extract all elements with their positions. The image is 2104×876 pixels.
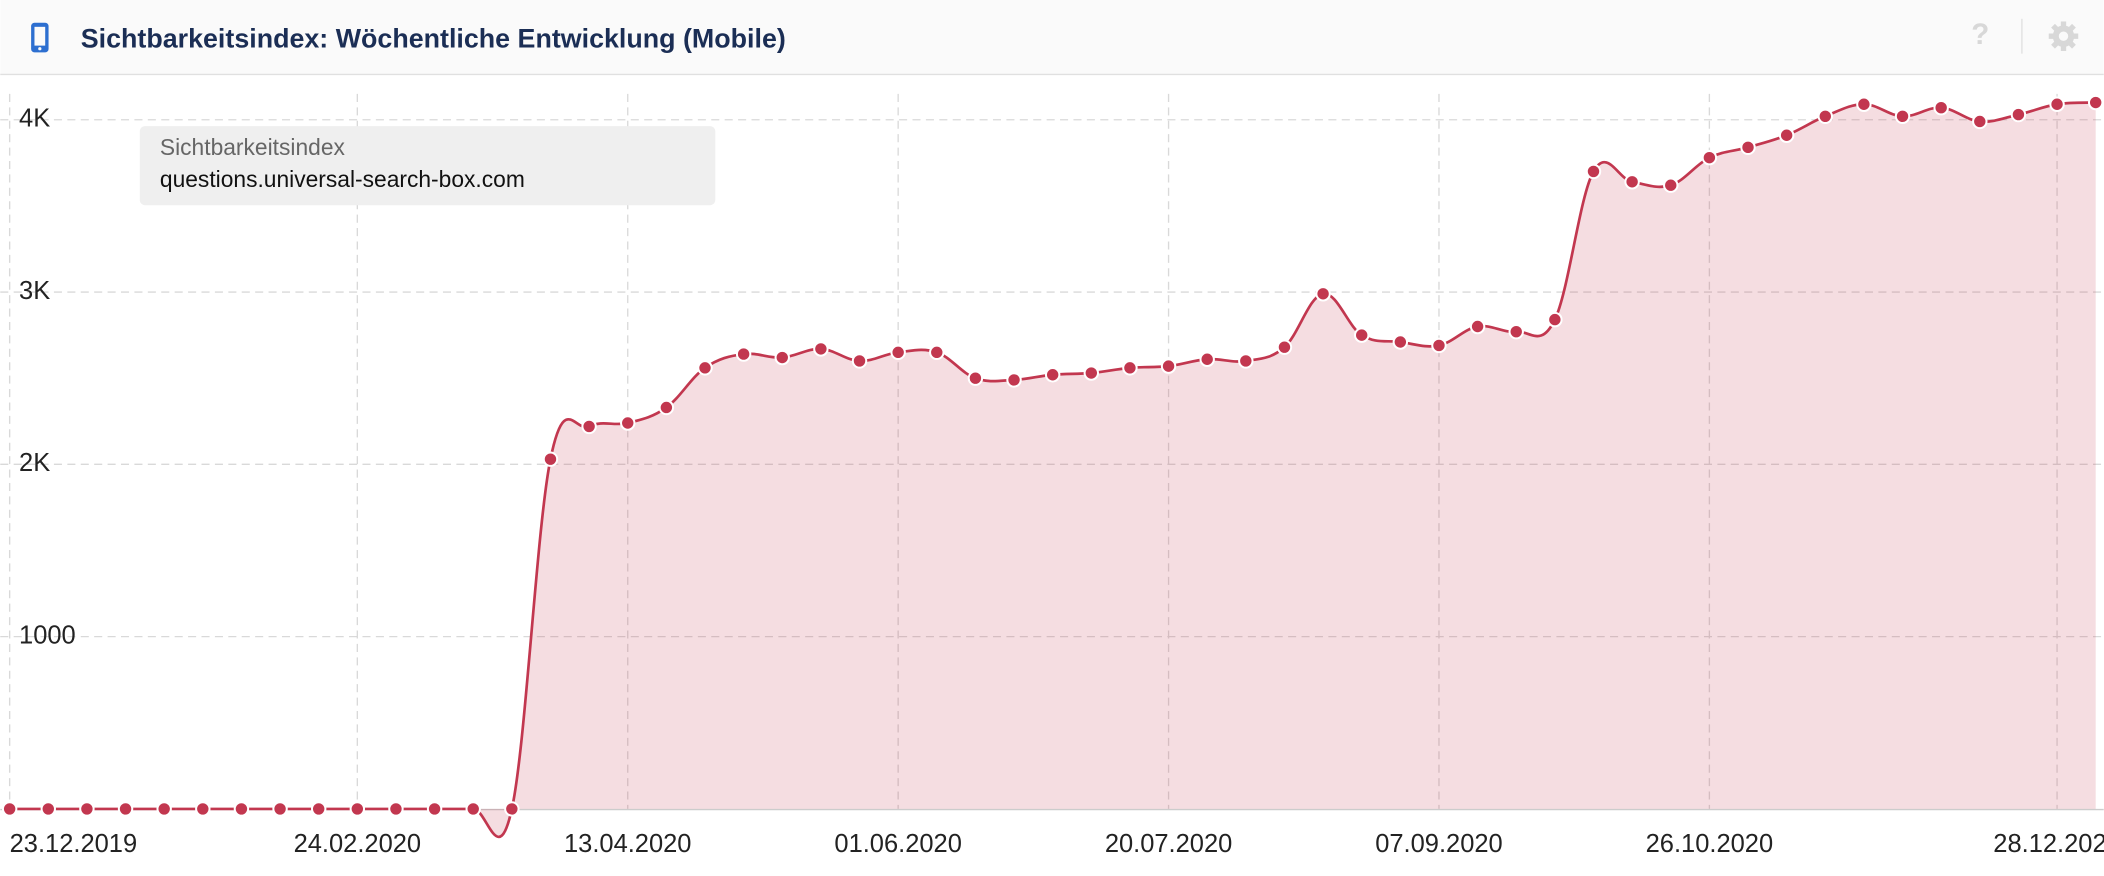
point [1508,323,1524,340]
point [1894,108,1911,125]
x-tick-label: 28.12.2020 [1993,830,2104,858]
point [1122,360,1138,376]
point [195,801,211,817]
help-icon[interactable]: ? [1971,18,1989,51]
point [1238,353,1254,369]
point [1431,337,1447,354]
point [504,801,520,817]
point [388,801,404,817]
point [1547,311,1563,328]
legend-title: Sichtbarkeitsindex [160,134,346,160]
point [890,344,906,361]
point [1740,139,1756,156]
legend-box [139,126,716,206]
point [117,801,134,817]
point [735,346,752,362]
point [1817,108,1833,125]
point [774,349,790,366]
point [1,801,18,817]
y-tick-label: 1000 [19,621,76,649]
point [2087,94,2104,111]
phone-icon [31,22,49,53]
x-tick-label: 07.09.2020 [1375,830,1502,858]
line [9,101,2096,839]
point [349,801,366,817]
point [1972,113,1988,130]
y-tick-label: 2K [19,449,50,477]
point [1778,127,1795,143]
point [813,341,829,357]
legend-entry: questions.universal-search-box.com [160,166,525,192]
point [1160,358,1177,374]
x-tick-label: 01.06.2020 [834,830,961,858]
settings-icon[interactable] [2048,21,2079,51]
point [1933,99,1949,116]
point [310,801,327,817]
point [79,801,95,817]
point [1315,286,1331,302]
x-tick-label: 26.10.2020 [1646,830,1773,858]
point [1856,96,1872,112]
point [233,801,250,817]
point [1469,318,1486,335]
point [1624,174,1640,190]
point [581,418,597,435]
point [929,344,945,361]
x-tick-label: 24.02.2020 [294,830,421,858]
header [0,0,2104,74]
point [967,370,984,386]
point [851,353,868,369]
point [542,451,559,467]
point [620,415,636,431]
point [1585,163,1602,180]
point [1353,327,1370,343]
point [1199,351,1215,367]
y-tick-label: 3K [19,277,50,305]
point [1701,149,1718,166]
point [426,801,443,817]
point [1276,339,1293,355]
x-tick-label: 20.07.2020 [1105,830,1232,858]
point [1083,365,1100,381]
point [1044,367,1061,383]
point [465,801,481,817]
x-tick-label: 23.12.2019 [10,830,137,858]
point [2010,106,2027,123]
point [272,801,288,817]
chart-title: Sichtbarkeitsindex: Wöchentliche Entwick… [81,23,786,53]
point [40,801,56,817]
y-tick-label: 4K [19,104,50,132]
plot: 1000 2K 3K 4K 23.12.2019 24.02.2020 13.04.2020… [0,93,2104,858]
point [658,399,675,416]
x-tick-label: 13.04.2020 [564,830,691,858]
area [9,102,2096,837]
point [156,801,172,817]
point [1392,334,1409,350]
point [1663,177,1679,193]
point [697,360,713,376]
point [2049,96,2065,112]
point [1006,372,1022,388]
